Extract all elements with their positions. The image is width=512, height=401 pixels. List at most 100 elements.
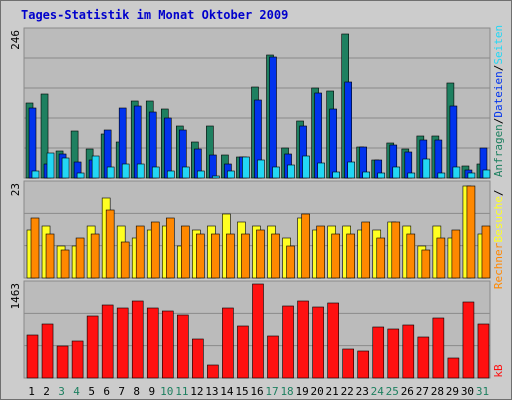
x-tick-label-day-10: 10 <box>160 385 173 398</box>
bar-rechner-day-12 <box>196 233 205 279</box>
bar-rechner-day-4 <box>75 237 85 279</box>
bar-seiten-day-20 <box>317 162 325 179</box>
bar-kb-day-14 <box>222 307 234 379</box>
x-tick-label-day-18: 18 <box>280 385 293 398</box>
x-tick-label-day-16: 16 <box>250 385 263 398</box>
x-tick-label-day-3: 3 <box>58 385 65 398</box>
x-tick-label-day-7: 7 <box>118 385 125 398</box>
bar-rechner-day-20 <box>316 225 325 279</box>
y-tick-label-visits: 23 <box>9 183 22 196</box>
bar-kb-day-21 <box>327 302 339 379</box>
bar-seiten-day-28 <box>437 172 446 179</box>
x-tick-label-day-24: 24 <box>371 385 385 398</box>
legend-requests-files-pages: Anfragen/Dateien/Seiten <box>492 25 505 177</box>
axis-label-part-0: Besuche <box>492 196 505 242</box>
bar-rechner-day-30 <box>466 185 476 279</box>
bar-rechner-day-6 <box>105 209 115 279</box>
bar-kb-day-27 <box>417 336 430 379</box>
bar-seiten-day-31 <box>482 169 491 179</box>
bar-seiten-day-21 <box>332 171 340 179</box>
x-tick-label-day-22: 22 <box>341 385 354 398</box>
y-tick-label-kb: 1463 <box>9 283 22 310</box>
axis-label-part-3: / <box>492 65 505 72</box>
bar-kb-day-3 <box>56 345 69 379</box>
bar-rechner-day-28 <box>436 237 446 279</box>
axis-label-part-0: kB <box>492 364 505 378</box>
legend-hosts: Rechner <box>492 242 505 289</box>
x-tick-label-day-20: 20 <box>311 385 324 398</box>
bar-rechner-day-2 <box>45 233 55 279</box>
bar-seiten-day-17 <box>272 166 280 179</box>
x-tick-label-day-23: 23 <box>356 385 369 398</box>
x-tick-label-day-29: 29 <box>446 385 459 398</box>
bar-seiten-day-15 <box>242 156 250 179</box>
bar-dateien-day-13 <box>209 154 217 179</box>
bar-seiten-day-30 <box>467 172 476 179</box>
bar-kb-day-18 <box>282 305 294 379</box>
bar-dateien-day-10 <box>163 117 172 179</box>
bar-seiten-day-26 <box>407 172 416 179</box>
x-tick-label-day-19: 19 <box>295 385 308 398</box>
bar-seiten-day-7 <box>121 163 130 179</box>
x-tick-label-day-31: 31 <box>476 385 489 398</box>
bar-kb-day-17 <box>267 335 279 379</box>
x-tick-label-day-9: 9 <box>148 385 155 398</box>
x-tick-label-day-5: 5 <box>88 385 95 398</box>
bar-seiten-day-27 <box>422 158 431 179</box>
bar-kb-day-25 <box>387 328 400 379</box>
bar-seiten-day-1 <box>31 170 40 179</box>
bar-rechner-day-3 <box>60 249 70 279</box>
bar-seiten-day-12 <box>197 170 205 179</box>
bar-kb-day-29 <box>447 357 460 379</box>
axis-label-part-0: Anfragen <box>492 124 505 177</box>
bar-rechner-day-17 <box>271 233 280 279</box>
bar-kb-day-4 <box>71 340 84 379</box>
bar-kb-day-24 <box>372 326 385 379</box>
bar-kb-day-16 <box>252 283 264 379</box>
x-tick-label-day-17: 17 <box>265 385 278 398</box>
bar-kb-day-19 <box>297 300 309 379</box>
x-tick-label-day-27: 27 <box>416 385 429 398</box>
bar-kb-day-23 <box>357 350 370 379</box>
bar-seiten-day-6 <box>106 166 115 179</box>
bar-rechner-day-1 <box>30 217 40 279</box>
x-tick-label-day-11: 11 <box>175 385 188 398</box>
bar-rechner-day-5 <box>90 233 100 279</box>
bar-rechner-day-7 <box>120 241 130 279</box>
legend-visits: Besuche/ <box>492 190 505 243</box>
bar-seiten-day-29 <box>452 166 461 179</box>
bar-seiten-day-23 <box>362 171 371 179</box>
bar-kb-day-13 <box>207 364 219 379</box>
axis-label-part-1: / <box>492 190 505 197</box>
x-tick-label-day-2: 2 <box>43 385 50 398</box>
axis-label-part-1: / <box>492 118 505 125</box>
legend-kb: kB <box>492 364 505 378</box>
x-tick-label-day-21: 21 <box>326 385 339 398</box>
bar-seiten-day-13 <box>212 175 220 179</box>
bar-kb-day-10 <box>161 310 174 379</box>
bar-kb-day-5 <box>86 315 99 379</box>
bar-rechner-day-14 <box>226 233 235 279</box>
bar-seiten-day-14 <box>227 170 235 179</box>
bar-seiten-day-11 <box>182 166 190 179</box>
bar-kb-day-12 <box>192 338 204 379</box>
bar-rechner-day-18 <box>286 245 295 279</box>
x-tick-label-day-4: 4 <box>73 385 80 398</box>
bar-dateien-day-28 <box>434 139 443 179</box>
bar-seiten-day-22 <box>347 161 355 179</box>
x-tick-label-day-13: 13 <box>205 385 218 398</box>
x-tick-label-day-26: 26 <box>401 385 414 398</box>
bar-seiten-day-8 <box>136 163 145 179</box>
bar-kb-day-6 <box>101 304 114 379</box>
bar-kb-day-8 <box>131 300 144 379</box>
bar-kb-day-20 <box>312 306 324 379</box>
bar-kb-day-2 <box>41 323 54 379</box>
bar-rechner-day-13 <box>211 233 220 279</box>
bar-kb-day-31 <box>477 323 490 379</box>
x-tick-label-day-25: 25 <box>386 385 399 398</box>
bar-kb-day-9 <box>146 307 159 379</box>
bar-seiten-day-18 <box>287 164 295 179</box>
bar-rechner-day-31 <box>481 225 491 279</box>
